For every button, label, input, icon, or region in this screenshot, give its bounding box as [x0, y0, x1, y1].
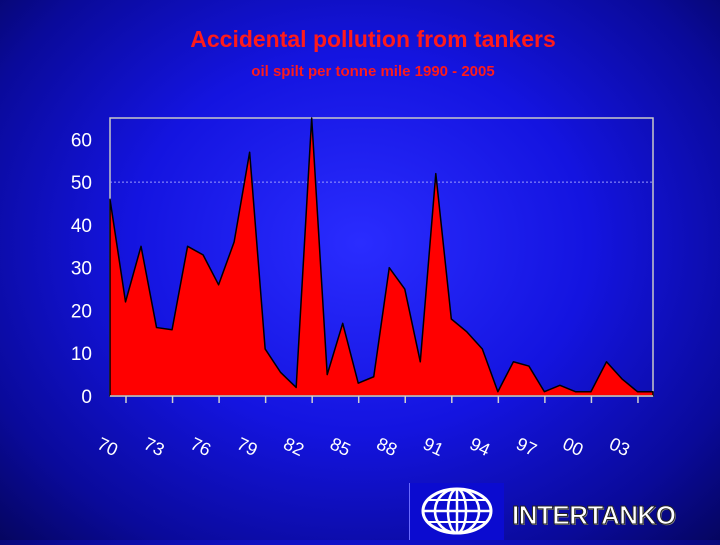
x-tick-label: 03	[606, 433, 633, 460]
y-tick-label: 30	[71, 259, 92, 280]
intertanko-logo	[409, 483, 504, 540]
area-series-0	[109, 117, 654, 397]
y-tick-label: 10	[71, 344, 92, 365]
y-tick-label: 50	[71, 173, 92, 194]
x-tick-label: 97	[513, 433, 540, 460]
x-tick-label: 88	[374, 433, 401, 460]
x-tick-label: 00	[560, 433, 587, 460]
x-tick-label: 85	[327, 433, 354, 460]
chart-title: Accidental pollution from tankers	[190, 26, 556, 52]
x-tick-label: 70	[94, 433, 121, 460]
x-tick-label: 82	[280, 433, 307, 460]
y-tick-label: 60	[71, 130, 92, 151]
globe-icon	[421, 487, 493, 535]
x-tick-label: 73	[141, 433, 168, 460]
chart-subtitle: oil spilt per tonne mile 1990 - 2005	[251, 63, 495, 80]
x-tick-label: 94	[467, 433, 494, 460]
y-tick-label: 20	[71, 301, 92, 322]
x-tick-label: 76	[187, 433, 214, 460]
x-tick-label: 79	[234, 433, 261, 460]
y-tick-label: 40	[71, 216, 92, 237]
y-tick-label: 0	[81, 387, 92, 408]
brand-name: INTERTANKO	[512, 500, 677, 531]
x-tick-label: 91	[420, 433, 447, 460]
